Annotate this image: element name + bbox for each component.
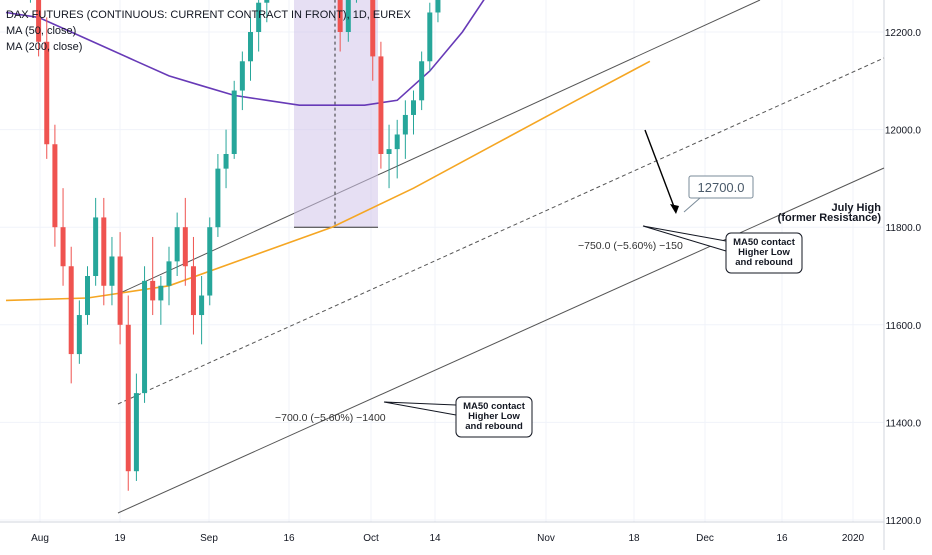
y-tick-label: 11600.0 — [886, 321, 922, 332]
measure-label-2: −750.0 (−5.60%) −150 — [578, 240, 683, 252]
candle-body — [337, 0, 343, 32]
x-tick-label: 16 — [776, 533, 788, 544]
candle-body — [76, 315, 82, 355]
x-tick-label: Nov — [537, 533, 555, 544]
y-tick-label: 12200.0 — [885, 28, 922, 39]
candle-body — [231, 90, 237, 154]
candle-body — [101, 217, 107, 286]
candle-body — [85, 276, 90, 316]
candle-body — [190, 266, 196, 316]
candle-body — [117, 256, 123, 325]
candle-body — [60, 227, 66, 267]
candle-body — [158, 285, 164, 301]
channel-upper-line — [117, 0, 761, 295]
candle-body — [93, 217, 99, 276]
candle-body — [52, 144, 58, 228]
callout-1-line2: Higher Low — [468, 411, 520, 422]
y-tick-label: 11400.0 — [886, 418, 922, 429]
candle-body — [386, 149, 392, 154]
candle-body — [142, 280, 148, 394]
candle-body — [125, 324, 131, 472]
callout-1-pointer — [383, 401, 457, 416]
candle-body — [44, 41, 50, 145]
channel-lower-line — [117, 167, 885, 514]
x-tick-label: 2020 — [842, 533, 865, 544]
candle-body — [150, 280, 156, 301]
y-tick-label: 12000.0 — [885, 126, 922, 137]
ma50-legend[interactable]: MA (50, close) — [6, 25, 77, 37]
projection-arrow — [644, 129, 677, 213]
candle-body — [419, 61, 425, 101]
y-tick-label: 11800.0 — [886, 223, 922, 234]
resistance-annotation-line1: July High — [831, 202, 881, 214]
candle-body — [36, 0, 42, 42]
candle-body — [345, 0, 351, 32]
candle-body — [435, 0, 441, 13]
target-label: 12700.0 — [698, 180, 745, 195]
candle-body — [264, 0, 270, 3]
candle-body — [223, 154, 229, 169]
x-tick-label: Aug — [31, 533, 49, 544]
x-tick-label: Sep — [200, 533, 218, 544]
candle-body — [427, 12, 433, 62]
candle-body — [199, 295, 205, 316]
candle-body — [378, 56, 384, 154]
candle-body — [207, 227, 213, 296]
x-tick-label: 19 — [114, 533, 126, 544]
candle-body — [256, 2, 262, 33]
x-tick-label: 16 — [283, 533, 295, 544]
ma200-legend[interactable]: MA (200, close) — [6, 41, 83, 53]
target-label-box — [688, 175, 754, 199]
x-tick-label: Dec — [696, 533, 714, 544]
projection-arrowhead — [670, 204, 679, 214]
candle-body — [239, 61, 245, 91]
resistance-annotation-line2: (former Resistance) — [778, 212, 882, 224]
callout-1-line1: MA50 contact — [463, 401, 526, 412]
candle-body — [402, 114, 408, 135]
ma200-line — [5, 60, 651, 302]
callout-1-box — [455, 396, 533, 438]
candle-body — [248, 32, 253, 62]
candle-body — [68, 266, 74, 355]
callout-2-line1: MA50 contact — [733, 237, 796, 248]
candle-body — [182, 227, 188, 267]
ma50-line — [5, 0, 485, 106]
candle-body — [411, 100, 416, 115]
callout-2-pointer — [642, 225, 727, 252]
channel-mid-line — [117, 57, 885, 405]
callout-2-line3: and rebound — [735, 257, 793, 268]
callout-2-line2: Higher Low — [738, 247, 790, 258]
candle-body — [370, 0, 376, 57]
candle-body — [133, 393, 139, 472]
measure-box-1 — [294, 0, 378, 228]
candle-body — [109, 256, 115, 286]
x-tick-label: 14 — [429, 533, 441, 544]
chart-legend: DAX FUTURES (CONTINUOUS: CURRENT CONTRAC… — [6, 7, 411, 55]
y-tick-label: 11200.0 — [886, 516, 922, 527]
target-label-pointer — [683, 197, 701, 213]
x-tick-label: 18 — [628, 533, 640, 544]
candle-body — [215, 168, 221, 228]
symbol-title: DAX FUTURES (CONTINUOUS: CURRENT CONTRAC… — [6, 9, 411, 21]
callout-1-line3: and rebound — [465, 421, 523, 432]
callout-2-box — [725, 232, 803, 274]
candle-body — [174, 227, 180, 262]
candle-body — [394, 134, 400, 150]
measure-label-1: −700.0 (−5.60%) −1400 — [275, 412, 386, 424]
x-tick-label: Oct — [363, 533, 379, 544]
candle-body — [166, 261, 172, 286]
